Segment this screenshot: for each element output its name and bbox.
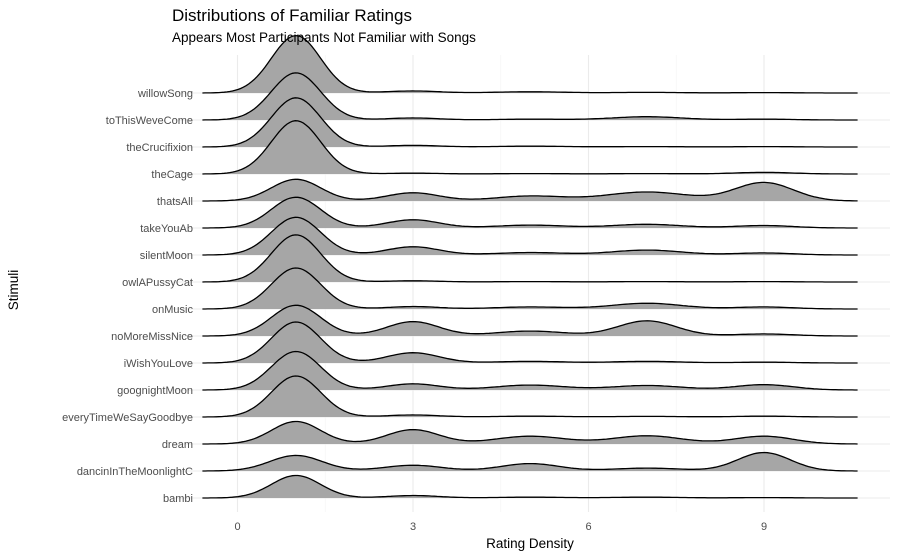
ridge-line-takeYouAb xyxy=(202,196,858,229)
ridge-line-iWishYouLove xyxy=(202,321,858,364)
y-tick-label: takeYouAb xyxy=(140,223,193,235)
ridges xyxy=(202,34,858,499)
x-axis-title: Rating Density xyxy=(486,536,574,551)
y-tick-label: owlAPussyCat xyxy=(122,277,193,289)
y-tick-label: toThisWeveCome xyxy=(106,115,193,127)
ridge-fill-everyTimeWeSayGoodbye xyxy=(202,376,858,417)
y-tick-label: noMoreMissNice xyxy=(111,331,193,343)
y-tick-label: goognightMoon xyxy=(117,385,193,397)
ridge-line-dream xyxy=(202,420,858,445)
y-tick-label: willowSong xyxy=(137,88,193,100)
ridge-fill-dancinInTheMoonlightC xyxy=(202,452,858,471)
x-tick-labels: 0 3 6 9 xyxy=(234,521,767,533)
ridge-line-noMoreMissNice xyxy=(202,304,858,337)
y-tick-label: dream xyxy=(162,439,193,451)
ridge-fill-toThisWeveCome xyxy=(202,72,858,120)
ridge-fill-takeYouAb xyxy=(202,197,858,228)
ridge-fill-silentMoon xyxy=(202,217,858,255)
ridge-fill-goognightMoon xyxy=(202,351,858,390)
ridge-fill-theCage xyxy=(202,120,858,174)
ridge-fill-owlAPussyCat xyxy=(202,234,858,282)
ridge-line-theCage xyxy=(202,120,858,175)
y-tick-label: silentMoon xyxy=(140,250,193,262)
chart-subtitle: Appears Most Participants Not Familiar w… xyxy=(172,30,476,45)
ridge-fill-onMusic xyxy=(202,268,858,309)
ridge-line-willowSong xyxy=(202,34,858,94)
y-tick-label: dancinInTheMoonlightC xyxy=(77,466,193,478)
ridge-line-toThisWeveCome xyxy=(202,72,858,121)
ridge-fill-bambi xyxy=(202,475,858,498)
ridge-line-silentMoon xyxy=(202,216,858,256)
ridge-fill-dream xyxy=(202,421,858,444)
ridge-line-bambi xyxy=(202,474,858,499)
y-tick-label: everyTimeWeSayGoodbye xyxy=(62,412,193,424)
x-tick-label: 0 xyxy=(234,521,240,533)
y-tick-label: thatsAll xyxy=(157,196,193,208)
x-tick-label: 6 xyxy=(585,521,591,533)
ridge-line-dancinInTheMoonlightC xyxy=(202,451,858,472)
ridge-line-owlAPussyCat xyxy=(202,234,858,283)
y-tick-label: theCage xyxy=(151,169,193,181)
ridge-line-thatsAll xyxy=(202,178,858,202)
x-tick-label: 3 xyxy=(410,521,416,533)
ridge-line-everyTimeWeSayGoodbye xyxy=(202,375,858,418)
y-tick-labels: bambi dancinInTheMoonlightC dream everyTime… xyxy=(62,88,193,505)
ridge-fill-willowSong xyxy=(202,35,858,93)
ridge-line-goognightMoon xyxy=(202,350,858,391)
ridge-fill-theCrucifixion xyxy=(202,97,858,147)
y-tick-label: onMusic xyxy=(152,304,193,316)
y-tick-label: theCrucifixion xyxy=(126,142,193,154)
ridge-line-theCrucifixion xyxy=(202,97,858,148)
ridge-fill-iWishYouLove xyxy=(202,322,858,363)
ridge-line-onMusic xyxy=(202,267,858,310)
chart-title: Distributions of Familiar Ratings xyxy=(172,6,412,25)
x-tick-label: 9 xyxy=(761,521,767,533)
ridge-fill-noMoreMissNice xyxy=(202,305,858,336)
y-tick-label: iWishYouLove xyxy=(124,358,193,370)
y-tick-label: bambi xyxy=(163,493,193,505)
y-axis-title: Stimuli xyxy=(6,270,21,311)
